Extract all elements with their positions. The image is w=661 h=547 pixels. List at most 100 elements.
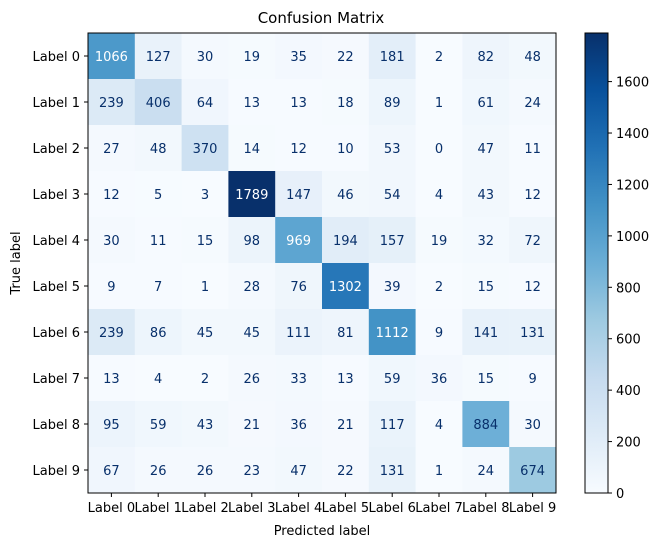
heatmap-cell — [415, 447, 463, 494]
heatmap-cell — [509, 171, 557, 218]
heatmap-cell — [181, 309, 229, 356]
x-tick-label: Label 0 — [88, 501, 135, 516]
cell-value-label: 13 — [290, 96, 307, 111]
cell-value-label: 13 — [337, 372, 354, 387]
cell-value-label: 45 — [244, 326, 261, 341]
plot-frame — [87, 32, 557, 494]
heatmap-cell — [181, 263, 229, 310]
y-tick-label: Label 7 — [33, 372, 80, 387]
heatmap-cell — [134, 355, 183, 402]
cell-value-label: 2 — [435, 280, 443, 295]
heatmap-cell — [509, 263, 557, 310]
cell-value-label: 21 — [337, 418, 354, 433]
cell-value-label: 12 — [524, 280, 541, 295]
heatmap-cell — [275, 171, 323, 218]
chart-title: Confusion Matrix — [258, 9, 385, 27]
heatmap-cell — [181, 355, 229, 402]
heatmap-cell — [88, 309, 136, 356]
y-tick-label: Label 6 — [33, 326, 80, 341]
cell-value-label: 72 — [524, 234, 541, 249]
heatmap-cell — [462, 447, 510, 494]
heatmap-cell — [228, 263, 276, 310]
cell-value-label: 76 — [290, 280, 307, 295]
heatmap-cell — [322, 171, 370, 218]
cell-value-label: 47 — [290, 464, 307, 479]
heatmap-cell — [228, 125, 276, 172]
cell-value-label: 61 — [478, 96, 495, 111]
cell-value-label: 18 — [337, 96, 354, 111]
x-tick-label: Label 2 — [181, 501, 228, 516]
heatmap-cell — [275, 355, 323, 402]
heatmap-cell — [228, 33, 276, 80]
heatmap-cell — [368, 309, 417, 356]
heatmap-cell — [462, 79, 510, 126]
heatmap-cell — [462, 125, 510, 172]
heatmap-cell — [134, 33, 183, 80]
cell-value-label: 15 — [197, 234, 214, 249]
heatmap-cell — [368, 447, 417, 494]
y-tick-label: Label 4 — [33, 234, 80, 249]
cell-value-label: 5 — [154, 188, 162, 203]
cell-value-label: 2 — [201, 372, 209, 387]
heatmap-cell — [415, 355, 463, 402]
colorbar-tick-label: 200 — [616, 436, 641, 451]
cell-value-label: 1 — [201, 280, 209, 295]
cell-value-label: 1 — [435, 464, 443, 479]
cell-value-label: 22 — [337, 464, 354, 479]
colorbar-tick-label: 1200 — [616, 178, 649, 193]
cell-value-label: 9 — [435, 326, 443, 341]
heatmap-cell — [134, 79, 183, 126]
cell-value-label: 30 — [103, 234, 120, 249]
cell-value-label: 0 — [435, 142, 443, 157]
cell-value-label: 67 — [103, 464, 120, 479]
cell-value-label: 27 — [103, 142, 120, 157]
heatmap-cell — [509, 217, 557, 264]
cell-value-label: 24 — [478, 464, 495, 479]
heatmap-cell — [228, 171, 276, 218]
heatmap-cell — [88, 217, 136, 264]
x-tick-label: Label 8 — [462, 501, 509, 516]
y-tick-label: Label 0 — [33, 50, 80, 65]
colorbar-tick-label: 800 — [616, 281, 641, 296]
heatmap-cell — [462, 355, 510, 402]
x-tick-label: Label 1 — [134, 501, 181, 516]
cell-value-label: 19 — [431, 234, 448, 249]
cell-value-label: 141 — [473, 326, 498, 341]
heatmap-cell — [462, 171, 510, 218]
heatmap-cell — [462, 401, 510, 448]
cell-value-label: 45 — [197, 326, 214, 341]
heatmap-cell — [134, 125, 183, 172]
heatmap-cell — [181, 447, 229, 494]
cell-value-label: 969 — [286, 234, 311, 249]
x-axis-ticks: Label 0 Label 1 Label 2 Label 3 Label 4 Label… — [88, 493, 556, 516]
colorbar-tick-label: 0 — [616, 487, 624, 502]
cell-value-label: 181 — [380, 50, 405, 65]
cell-value-label: 39 — [384, 280, 401, 295]
heatmap-cell — [415, 79, 463, 126]
colorbar-tick-label: 400 — [616, 384, 641, 399]
heatmap-cell — [415, 217, 463, 264]
cell-value-label: 12 — [103, 188, 120, 203]
cell-value-label: 674 — [520, 464, 545, 479]
heatmap-cell — [509, 355, 557, 402]
cell-value-label: 47 — [478, 142, 495, 157]
heatmap-cell — [228, 79, 276, 126]
cell-value-label: 15 — [478, 372, 495, 387]
heatmap-cell — [509, 309, 557, 356]
heatmap-cell — [134, 447, 183, 494]
heatmap-cell — [88, 79, 136, 126]
heatmap-cell — [275, 33, 323, 80]
cell-value-label: 11 — [524, 142, 541, 157]
heatmap-cell — [368, 171, 417, 218]
heatmap-cell — [368, 33, 417, 80]
heatmap-cell — [275, 79, 323, 126]
heatmap-cell — [88, 171, 136, 218]
cell-value-label: 1112 — [376, 326, 409, 341]
colorbar — [584, 32, 609, 494]
heatmap-cell — [275, 263, 323, 310]
cell-value-label: 19 — [244, 50, 261, 65]
cell-value-label: 1 — [435, 96, 443, 111]
x-tick-label: Label 4 — [275, 501, 322, 516]
heatmap-cell — [322, 447, 370, 494]
heatmap-cell — [228, 217, 276, 264]
